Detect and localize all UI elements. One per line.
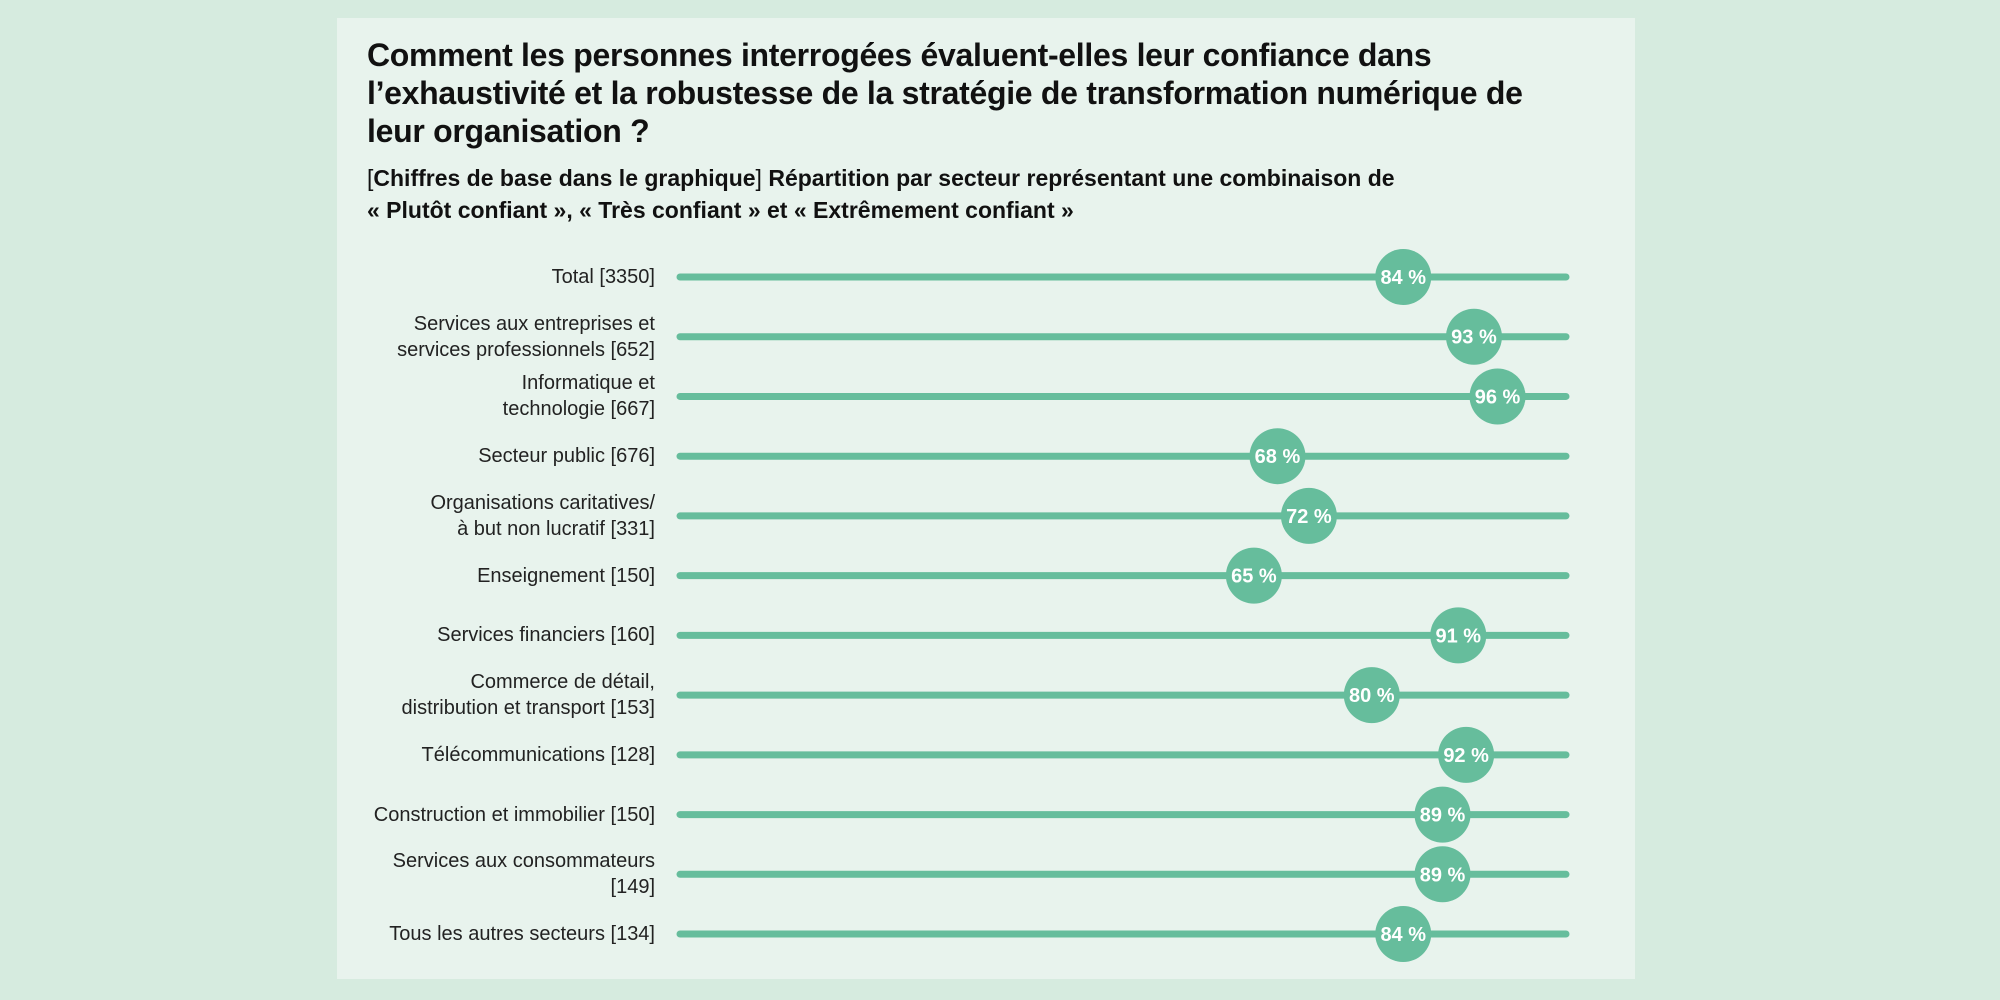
- category-label-line: Commerce de détail,: [470, 671, 655, 694]
- value-label: 65 %: [1231, 566, 1277, 588]
- category-label: Enseignement [150]: [295, 563, 655, 589]
- value-label: 96 %: [1475, 386, 1521, 408]
- category-label-line: Télécommunications [128]: [421, 743, 655, 766]
- value-dot: [1375, 249, 1432, 305]
- category-label: Services financiers [160]: [295, 622, 655, 648]
- value-dot: [1414, 846, 1471, 903]
- category-label-line: Enseignement [150]: [477, 564, 655, 587]
- category-label: Services aux entreprises et services prof…: [295, 311, 655, 363]
- value-label: 72 %: [1286, 506, 1332, 528]
- category-label-line: distribution et transport [153]: [401, 697, 655, 720]
- category-label-line: Secteur public [676]: [478, 445, 655, 468]
- category-label-line: services professionnels [652]: [397, 338, 655, 361]
- subtitle-line2: « Plutôt confiant », « Très confiant » e…: [367, 197, 1074, 223]
- value-label: 84 %: [1380, 267, 1426, 289]
- category-label: Services aux consommateurs [149]: [295, 848, 655, 900]
- chart-card: Comment les personnes interrogées évalue…: [337, 18, 1635, 979]
- value-dot: [1445, 308, 1502, 365]
- value-dot: [1414, 786, 1471, 843]
- value-label: 89 %: [1420, 805, 1466, 827]
- value-label: 80 %: [1349, 685, 1395, 707]
- category-label: Organisations caritatives/à but non lucr…: [295, 490, 655, 542]
- category-label: Construction et immobilier [150]: [295, 802, 655, 828]
- value-label: 93 %: [1451, 327, 1497, 349]
- category-label-line: Informatique et: [521, 372, 655, 395]
- category-label-line: Construction et immobilier [150]: [373, 803, 655, 826]
- category-label-line: à but non lucratif [331]: [457, 517, 655, 540]
- category-label-line: Organisations caritatives/: [430, 491, 655, 514]
- category-label-line: Services financiers [160]: [437, 624, 655, 647]
- value-dot: [1225, 547, 1282, 604]
- value-label: 68 %: [1255, 446, 1301, 468]
- category-label: Secteur public [676]: [295, 443, 655, 469]
- category-label-line: Services aux consommateurs: [392, 850, 655, 873]
- category-label: Commerce de détail, distribution et trans…: [295, 669, 655, 721]
- subtitle-bracket-open: [: [367, 165, 374, 191]
- chart-title: Comment les personnes interrogées évalue…: [367, 37, 1523, 149]
- value-dot: [1375, 906, 1432, 963]
- value-label: 84 %: [1380, 924, 1426, 946]
- value-dot: [1438, 726, 1495, 783]
- subtitle-bracket-close: ]: [755, 165, 762, 191]
- category-label-line: technologie [667]: [502, 398, 655, 421]
- category-label: Télécommunications [128]: [295, 742, 655, 768]
- value-label: 92 %: [1443, 745, 1489, 767]
- chart-subtitle: [Chiffres de base dans le graphique] Rép…: [367, 162, 1517, 226]
- category-label: Tous les autres secteurs [134]: [295, 921, 655, 947]
- category-label-line: Tous les autres secteurs [134]: [389, 923, 655, 946]
- value-dot: [1280, 487, 1337, 544]
- value-label: 89 %: [1420, 864, 1466, 886]
- category-label-line: Total [3350]: [551, 266, 655, 288]
- value-dot: [1430, 607, 1487, 664]
- category-label: Total [3350]: [295, 264, 655, 290]
- value-label: 91 %: [1435, 625, 1481, 647]
- value-dot: [1249, 428, 1306, 485]
- subtitle-base-figures: Chiffres de base dans le graphique: [373, 165, 756, 191]
- category-label-line: [149]: [610, 876, 655, 899]
- dot-chart: 84 % 93 % 96 % 68 % 72 % 65 % 91 % 80 % 92 % 89 %…: [676, 249, 1570, 963]
- value-dot: [1469, 368, 1526, 425]
- value-dot: [1343, 667, 1400, 724]
- subtitle-line1: Répartition par secteur représentant une…: [761, 165, 1395, 191]
- category-label-line: Services aux entreprises et: [413, 312, 655, 335]
- category-label: Informatique et technologie [667]: [295, 370, 655, 422]
